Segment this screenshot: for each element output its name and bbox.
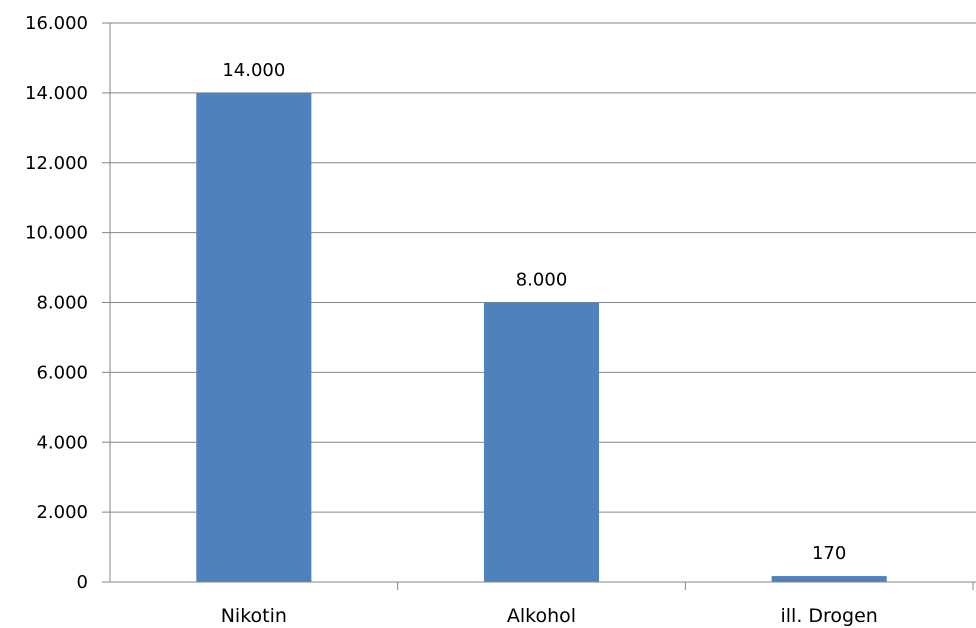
x-category-label: ill. Drogen <box>780 605 877 627</box>
data-label: 8.000 <box>516 270 568 291</box>
y-tick-label: 6.000 <box>36 362 88 383</box>
bar-alkohol <box>483 302 600 582</box>
x-category-label: Nikotin <box>221 605 287 627</box>
y-tick-label: 14.000 <box>25 83 88 104</box>
data-label: 14.000 <box>222 60 285 81</box>
axes <box>102 22 976 590</box>
y-tick-label: 10.000 <box>25 223 88 244</box>
y-tick-label: 16.000 <box>25 13 88 34</box>
data-label: 170 <box>812 543 846 564</box>
x-category-label: Alkohol <box>507 605 576 627</box>
bar-nikotin <box>196 92 312 582</box>
y-tick-label: 4.000 <box>36 432 88 453</box>
y-tick-label: 12.000 <box>25 153 88 174</box>
bar-ill-drogen <box>771 576 887 582</box>
bars <box>196 92 887 582</box>
y-tick-label: 2.000 <box>36 502 88 523</box>
labels: 0 2.000 4.000 6.000 8.000 10.000 12.000 14.000 1… <box>25 13 878 627</box>
y-tick-label: 8.000 <box>36 293 88 314</box>
y-tick-label: 0 <box>77 572 88 593</box>
